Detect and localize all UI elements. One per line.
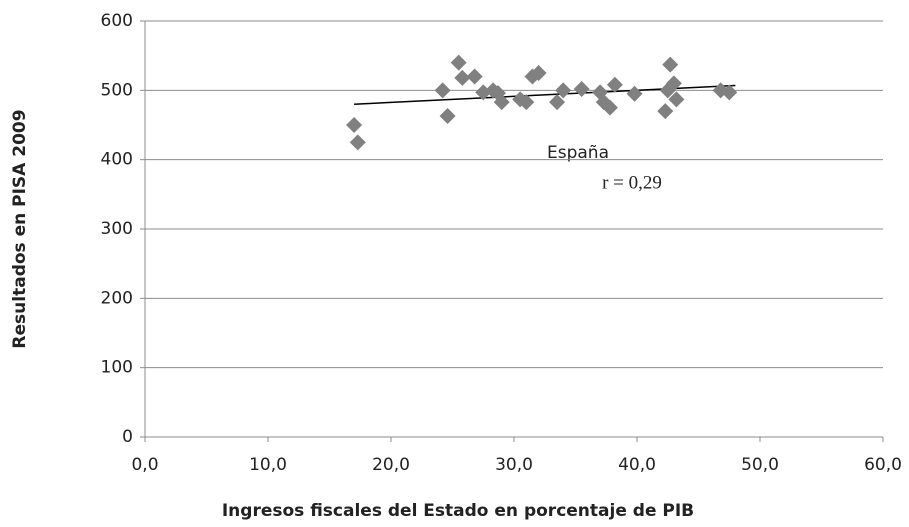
point: [439, 107, 456, 124]
x-tick-label: 30,0: [495, 455, 533, 475]
point: [349, 134, 366, 151]
point: [346, 117, 363, 133]
y-axis-title: Resultados en PISA 2009: [10, 109, 30, 348]
annotation: r = 0,29: [602, 172, 662, 193]
y-tick-label: 200: [101, 288, 133, 308]
point: [662, 56, 679, 73]
point: [668, 91, 685, 108]
point: [549, 94, 566, 111]
point: [626, 85, 643, 102]
point: [434, 82, 451, 99]
point: [518, 94, 535, 111]
point: [601, 99, 618, 116]
x-tick-label: 50,0: [741, 455, 779, 475]
y-tick-label: 600: [101, 11, 133, 31]
x-tick-label: 40,0: [618, 455, 656, 475]
point: [665, 75, 682, 92]
point: [657, 103, 674, 120]
annotation: España: [547, 143, 609, 163]
y-tick-label: 100: [101, 358, 133, 378]
point: [493, 94, 510, 111]
x-tick-label: 60,0: [864, 455, 902, 475]
point: [573, 80, 590, 97]
point: [450, 54, 467, 71]
y-tick-label: 500: [101, 80, 133, 100]
y-tick-label: 300: [101, 219, 133, 239]
y-tick-label: 400: [101, 150, 133, 170]
point: [454, 69, 471, 86]
point: [530, 65, 547, 81]
point: [555, 82, 572, 99]
x-axis-title: Ingresos fiscales del Estado en porcenta…: [222, 501, 694, 521]
x-tick-label: 0,0: [131, 455, 158, 475]
y-tick-label: 0: [122, 427, 133, 447]
x-tick-label: 20,0: [372, 455, 410, 475]
point: [721, 84, 738, 101]
point: [606, 76, 623, 93]
point: [466, 68, 483, 85]
x-tick-label: 10,0: [249, 455, 287, 475]
